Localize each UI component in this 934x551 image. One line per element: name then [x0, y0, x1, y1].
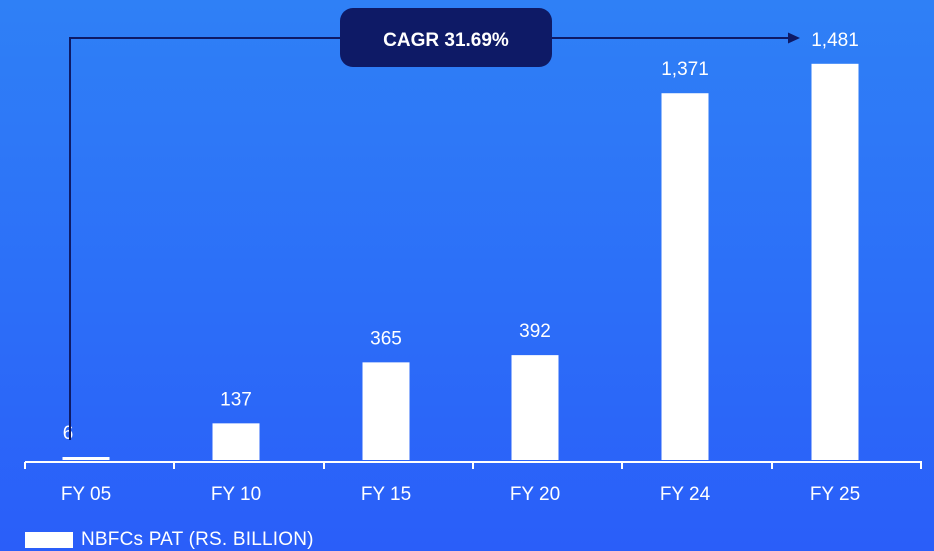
value-label: 137 [220, 389, 252, 410]
bars-group [62, 63, 859, 461]
legend-swatch [25, 532, 73, 548]
arrow-head-icon [788, 32, 800, 44]
value-labels-group: 6 137 365 392 1,371 1,481 [63, 30, 859, 444]
bar-fy-20 [511, 355, 559, 460]
bar-fy-25 [811, 63, 859, 460]
bar-fy-24 [661, 93, 709, 461]
cagr-annotation-text: CAGR 31.69% [383, 30, 509, 51]
category-label: FY 05 [61, 484, 111, 505]
category-label: FY 20 [510, 484, 560, 505]
x-axis-ticks [24, 462, 922, 469]
category-label: FY 10 [211, 484, 261, 505]
bar-fy-05 [62, 457, 110, 460]
category-label: FY 24 [660, 484, 711, 505]
value-label: 392 [519, 321, 551, 342]
bar-fy-10 [212, 423, 260, 460]
bar-fy-15 [362, 362, 410, 460]
legend: NBFCs PAT (RS. BILLION) [25, 529, 314, 551]
category-label: FY 25 [810, 484, 860, 505]
category-labels-group: FY 05 FY 10 FY 15 FY 20 FY 24 FY 25 [61, 484, 860, 505]
cagr-annotation-box [340, 8, 552, 67]
value-label: 6 [63, 423, 74, 444]
category-label: FY 15 [361, 484, 411, 505]
legend-label: NBFCs PAT (RS. BILLION) [81, 529, 314, 550]
bar-chart: 6 137 365 392 1,371 1,481 FY 05 FY 10 FY 15 FY 2… [24, 8, 922, 505]
value-label: 1,371 [661, 59, 709, 80]
value-label: 1,481 [811, 30, 859, 51]
value-label: 365 [370, 328, 402, 349]
